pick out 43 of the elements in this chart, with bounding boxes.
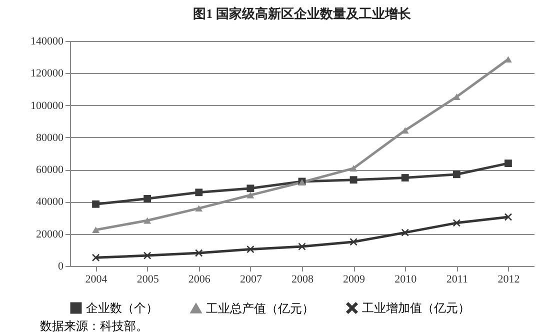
legend-label: 企业数（个） [86,301,158,315]
chart-title: 图1 国家级高新区企业数量及工业增长 [193,6,412,21]
x-tick-label: 2010 [394,274,418,286]
x-tick-label: 2008 [292,274,314,286]
y-tick-label: 120000 [30,68,64,80]
y-tick-label: 60000 [36,164,64,176]
point [452,170,460,178]
x-tick-label: 2007 [240,274,262,286]
y-tick-label: 20000 [36,228,64,240]
x-tick-label: 2005 [136,274,160,286]
point [144,194,152,202]
point [92,200,100,208]
point [350,238,358,246]
point [504,160,512,168]
point [504,213,512,221]
point [144,252,152,260]
point [452,219,460,227]
point [401,228,409,236]
x-tick-label: 2006 [188,274,211,286]
point [195,249,203,257]
y-tick-label: 0 [58,260,64,272]
source-note: 数据来源：科技部。 [39,318,149,335]
y-tick-label: 80000 [36,132,64,144]
y-tick-label: 100000 [30,100,64,112]
legend-label: 工业总产值（亿元） [206,301,314,316]
point [350,165,358,172]
point [401,174,409,182]
y-tick-label: 40000 [36,196,64,208]
x-tick-label: 2009 [343,274,366,286]
point [350,176,358,184]
point [246,192,254,198]
y-tick-label: 140000 [30,36,64,48]
point [246,246,254,253]
x-tick-label: 2011 [446,274,468,286]
x-tick-label: 2004 [85,274,108,286]
point [246,184,254,192]
point [92,254,100,262]
point [92,226,100,234]
point [195,205,203,212]
x-tick-label: 2012 [498,274,520,286]
legend-label: 工业增加值（亿元） [362,301,470,315]
point [195,188,203,196]
point [144,217,152,224]
